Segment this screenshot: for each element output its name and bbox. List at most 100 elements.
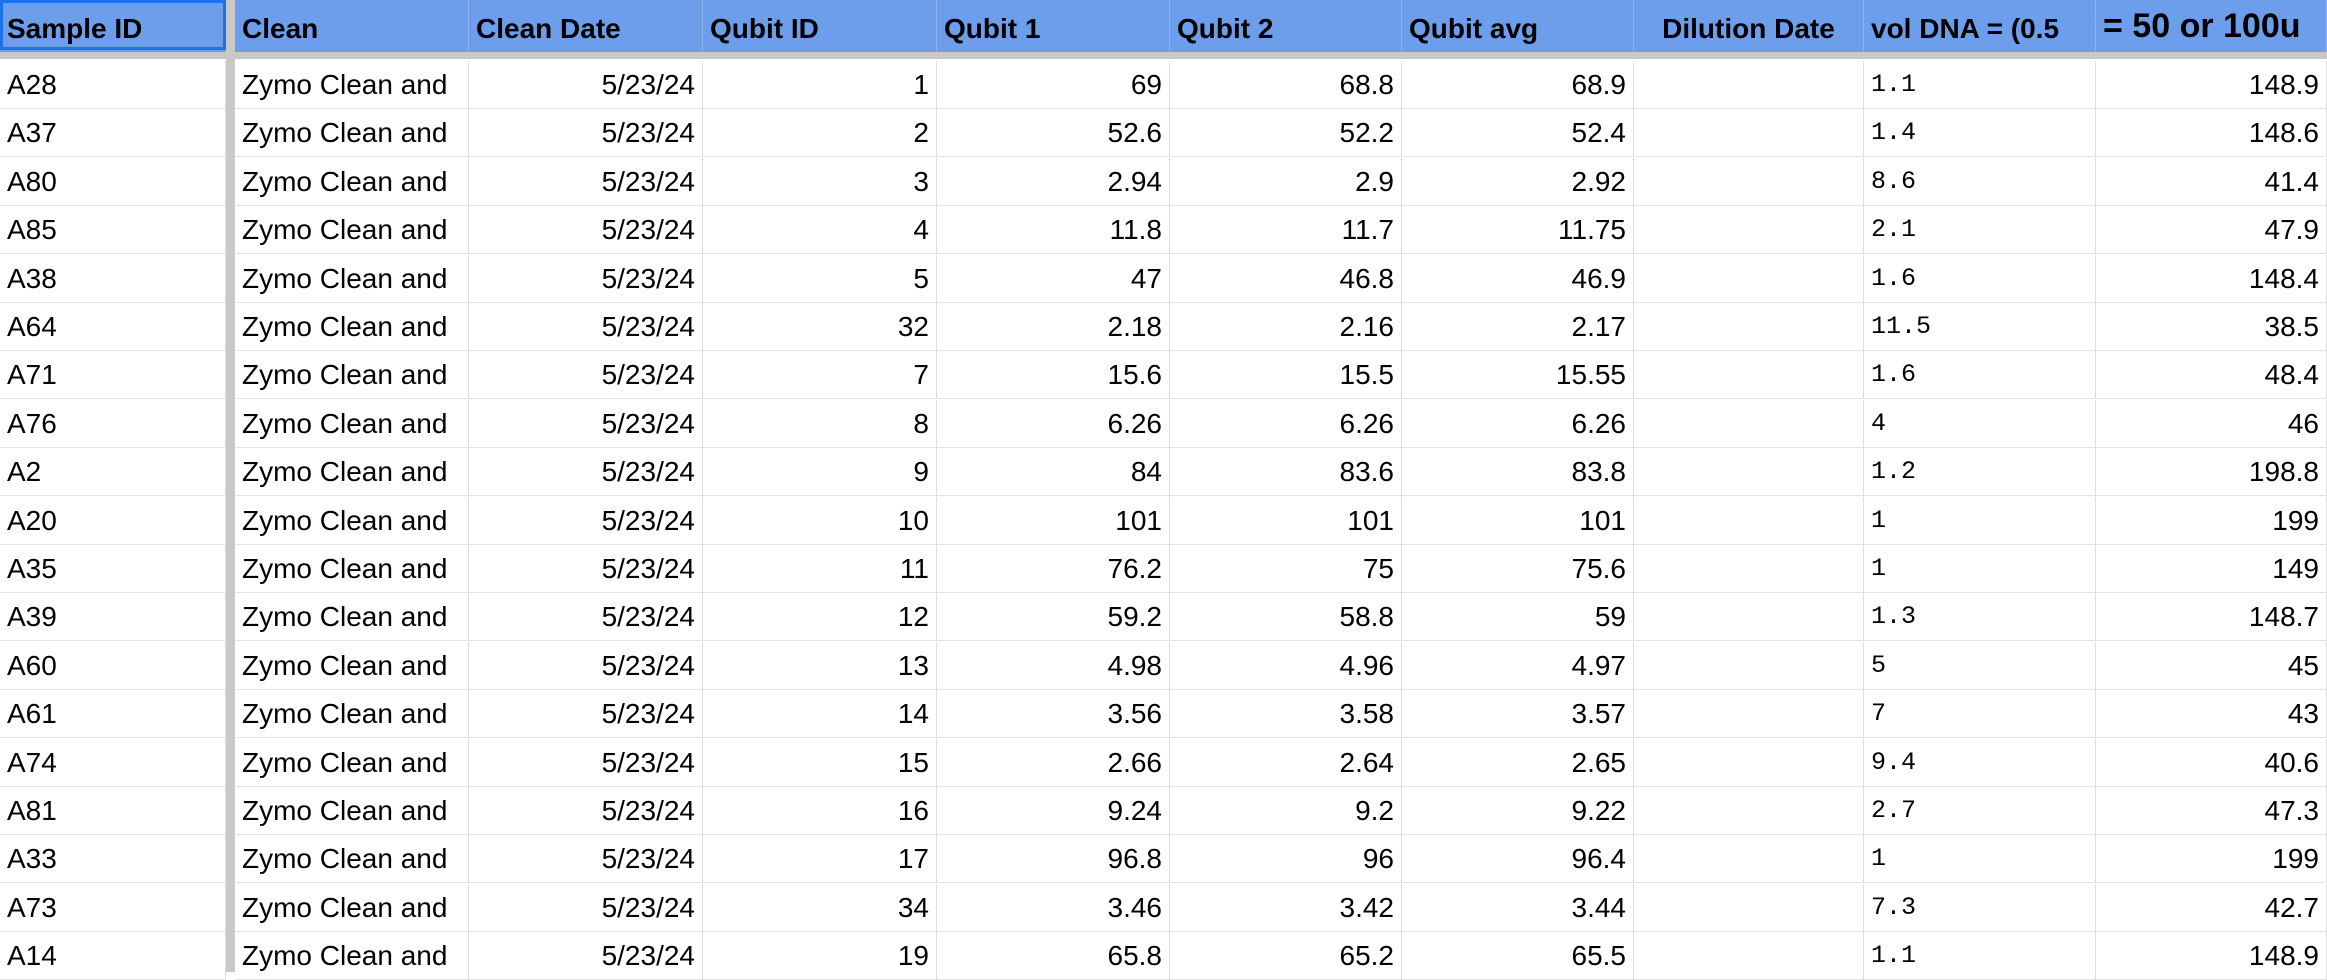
table-cell[interactable]: A35 xyxy=(0,545,226,593)
table-cell[interactable]: 5/23/24 xyxy=(469,109,703,158)
table-cell[interactable]: 5/23/24 xyxy=(469,351,703,400)
table-cell[interactable] xyxy=(1634,690,1864,739)
table-cell[interactable]: Zymo Clean and xyxy=(235,399,469,448)
table-cell[interactable]: 9.4 xyxy=(1864,738,2096,787)
table-cell[interactable]: 59.2 xyxy=(937,593,1170,642)
table-cell[interactable]: 76.2 xyxy=(937,545,1170,593)
column-header-4[interactable]: Qubit ID xyxy=(703,0,937,52)
table-cell[interactable]: 148.9 xyxy=(2096,61,2327,109)
table-cell[interactable]: 59 xyxy=(1402,593,1634,642)
table-cell[interactable]: 3.44 xyxy=(1402,883,1634,932)
column-header-2[interactable]: Clean xyxy=(235,0,469,52)
table-cell[interactable]: 5/23/24 xyxy=(469,496,703,545)
table-cell[interactable]: 5/23/24 xyxy=(469,399,703,448)
table-cell[interactable]: 5/23/24 xyxy=(469,448,703,497)
table-cell[interactable] xyxy=(1634,738,1864,787)
table-cell[interactable]: 2.18 xyxy=(937,303,1170,351)
table-cell[interactable] xyxy=(1634,545,1864,593)
table-cell[interactable]: 5/23/24 xyxy=(469,738,703,787)
table-cell[interactable]: 1.2 xyxy=(1864,448,2096,497)
table-cell[interactable]: Zymo Clean and xyxy=(235,738,469,787)
table-cell[interactable]: 65.8 xyxy=(937,932,1170,980)
table-cell[interactable]: 199 xyxy=(2096,835,2327,884)
table-cell[interactable]: A38 xyxy=(0,254,226,303)
table-cell[interactable]: 7 xyxy=(703,351,937,400)
table-cell[interactable]: 11.75 xyxy=(1402,206,1634,255)
table-cell[interactable]: Zymo Clean and xyxy=(235,690,469,739)
table-cell[interactable]: A74 xyxy=(0,738,226,787)
table-cell[interactable]: A80 xyxy=(0,157,226,206)
table-cell[interactable]: 96.4 xyxy=(1402,835,1634,884)
table-cell[interactable]: Zymo Clean and xyxy=(235,496,469,545)
table-cell[interactable]: 16 xyxy=(703,787,937,835)
table-cell[interactable] xyxy=(1634,932,1864,980)
table-cell[interactable]: 40.6 xyxy=(2096,738,2327,787)
table-cell[interactable]: 1 xyxy=(1864,545,2096,593)
table-cell[interactable]: 48.4 xyxy=(2096,351,2327,400)
table-cell[interactable]: 5/23/24 xyxy=(469,303,703,351)
table-cell[interactable]: 5/23/24 xyxy=(469,932,703,980)
table-cell[interactable]: A28 xyxy=(0,61,226,109)
table-cell[interactable]: 1 xyxy=(1864,835,2096,884)
table-cell[interactable]: Zymo Clean and xyxy=(235,303,469,351)
frozen-row-divider[interactable] xyxy=(0,52,2327,58)
table-cell[interactable]: 19 xyxy=(703,932,937,980)
table-cell[interactable]: 83.8 xyxy=(1402,448,1634,497)
table-cell[interactable]: 2.66 xyxy=(937,738,1170,787)
table-cell[interactable]: Zymo Clean and xyxy=(235,351,469,400)
table-cell[interactable]: A14 xyxy=(0,932,226,980)
table-cell[interactable] xyxy=(1634,448,1864,497)
column-header-9[interactable]: vol DNA = (0.5 xyxy=(1864,0,2096,52)
table-cell[interactable]: Zymo Clean and xyxy=(235,545,469,593)
table-cell[interactable]: 15 xyxy=(703,738,937,787)
table-cell[interactable]: Zymo Clean and xyxy=(235,206,469,255)
table-cell[interactable]: 12 xyxy=(703,593,937,642)
table-cell[interactable]: 17 xyxy=(703,835,937,884)
table-cell[interactable]: 11 xyxy=(703,545,937,593)
table-cell[interactable]: 101 xyxy=(937,496,1170,545)
table-cell[interactable]: 45 xyxy=(2096,641,2327,690)
table-cell[interactable]: 101 xyxy=(1170,496,1402,545)
table-cell[interactable]: 3.56 xyxy=(937,690,1170,739)
table-cell[interactable]: 2.16 xyxy=(1170,303,1402,351)
table-cell[interactable]: A64 xyxy=(0,303,226,351)
table-cell[interactable]: 101 xyxy=(1402,496,1634,545)
table-cell[interactable]: 11.7 xyxy=(1170,206,1402,255)
column-header-7[interactable]: Qubit avg xyxy=(1402,0,1634,52)
table-cell[interactable]: Zymo Clean and xyxy=(235,932,469,980)
table-cell[interactable] xyxy=(1634,254,1864,303)
table-cell[interactable] xyxy=(1634,641,1864,690)
table-cell[interactable]: Zymo Clean and xyxy=(235,883,469,932)
table-cell[interactable]: 199 xyxy=(2096,496,2327,545)
table-cell[interactable]: A85 xyxy=(0,206,226,255)
table-cell[interactable]: 7 xyxy=(1864,690,2096,739)
table-cell[interactable]: 46 xyxy=(2096,399,2327,448)
table-cell[interactable]: 1.1 xyxy=(1864,932,2096,980)
table-cell[interactable]: 84 xyxy=(937,448,1170,497)
table-cell[interactable]: 6.26 xyxy=(1402,399,1634,448)
table-cell[interactable]: A2 xyxy=(0,448,226,497)
table-cell[interactable] xyxy=(1634,351,1864,400)
table-cell[interactable]: 2 xyxy=(703,109,937,158)
table-cell[interactable]: 52.2 xyxy=(1170,109,1402,158)
table-cell[interactable]: 198.8 xyxy=(2096,448,2327,497)
table-cell[interactable]: 148.7 xyxy=(2096,593,2327,642)
table-cell[interactable]: 4.98 xyxy=(937,641,1170,690)
table-cell[interactable]: 3.42 xyxy=(1170,883,1402,932)
table-cell[interactable]: 15.6 xyxy=(937,351,1170,400)
table-cell[interactable]: Zymo Clean and xyxy=(235,593,469,642)
table-cell[interactable] xyxy=(1634,883,1864,932)
table-cell[interactable]: 148.9 xyxy=(2096,932,2327,980)
table-cell[interactable]: 38.5 xyxy=(2096,303,2327,351)
table-cell[interactable]: 3 xyxy=(703,157,937,206)
table-cell[interactable]: 75.6 xyxy=(1402,545,1634,593)
table-cell[interactable]: 1.4 xyxy=(1864,109,2096,158)
table-cell[interactable]: A20 xyxy=(0,496,226,545)
column-header-1[interactable]: Sample ID xyxy=(0,0,226,52)
table-cell[interactable]: 83.6 xyxy=(1170,448,1402,497)
table-cell[interactable] xyxy=(1634,157,1864,206)
table-cell[interactable]: 46.8 xyxy=(1170,254,1402,303)
table-cell[interactable]: 3.46 xyxy=(937,883,1170,932)
table-cell[interactable]: 5/23/24 xyxy=(469,835,703,884)
table-cell[interactable]: 65.5 xyxy=(1402,932,1634,980)
